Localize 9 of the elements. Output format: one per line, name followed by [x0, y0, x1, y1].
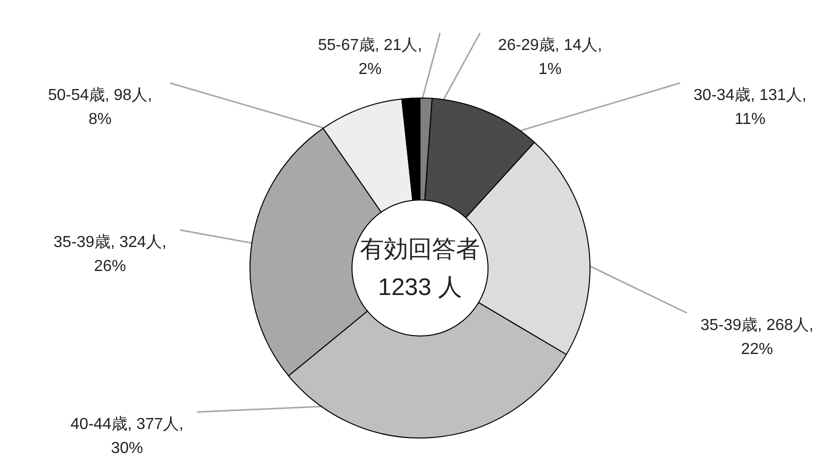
slice-label: 26-29歳, 14人, 1% — [498, 36, 602, 78]
text: 1233 人 — [378, 274, 462, 301]
slice-label: 35-39歳, 268人, 22% — [700, 316, 814, 358]
slice-label: 40-44歳, 377人, 30% — [70, 415, 184, 457]
slice-label: 30-34歳, 131人, 11% — [694, 86, 806, 128]
slice-label: 55-67歳, 21人, 2% — [318, 36, 422, 78]
text: 有効回答者 — [360, 236, 480, 263]
slice-label: 50-54歳, 98人, 8% — [48, 86, 152, 128]
slice-label: 35-39歳, 324人, 26% — [54, 233, 166, 275]
